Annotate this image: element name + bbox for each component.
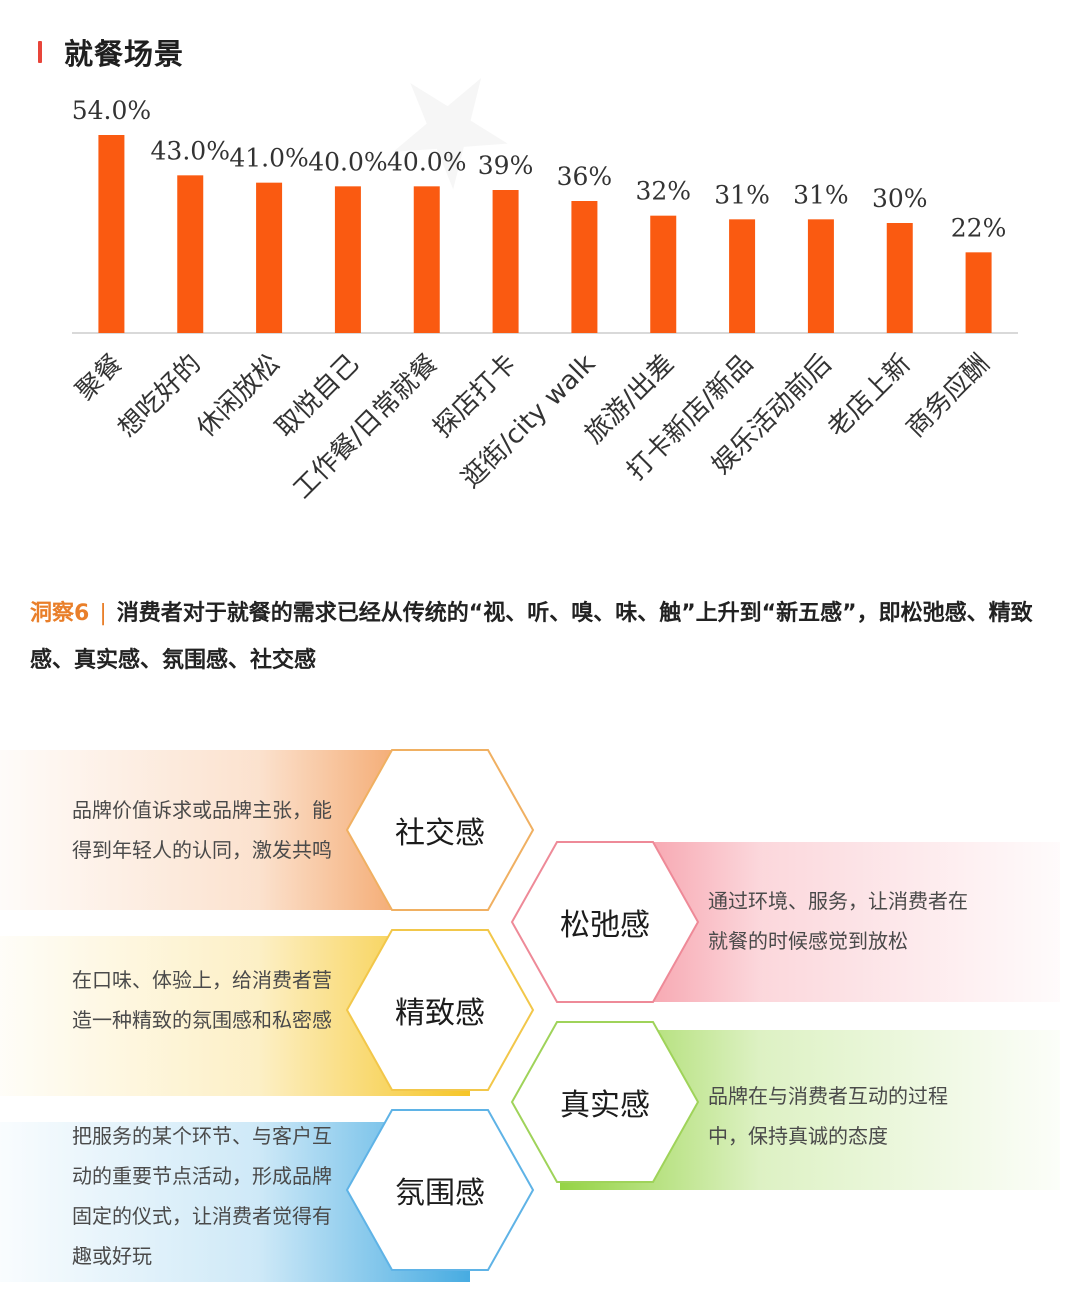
- data-label: 30%: [872, 184, 928, 213]
- bar: [492, 190, 519, 333]
- bar: [177, 175, 204, 333]
- bar: [256, 182, 283, 333]
- desc-relax: 通过环境、服务，让消费者在就餐的时候感觉到放松: [708, 889, 968, 953]
- x-tick-label: 休闲放松: [191, 349, 286, 444]
- bar: [413, 186, 440, 333]
- data-label: 39%: [478, 151, 534, 180]
- hex-label-refined: 精致感: [395, 996, 485, 1031]
- x-tick-label: 商务应酬: [901, 349, 996, 444]
- section-marker: [38, 41, 42, 63]
- bar: [571, 201, 598, 333]
- insight-block: 洞察6 | 消费者对于就餐的需求已经从传统的“视、听、嗅、味、触”上升到“新五感”，…: [30, 590, 1060, 684]
- hex-label-atmosphere: 氛围感: [395, 1176, 485, 1211]
- insight-label: 洞察6: [30, 601, 90, 626]
- hex-label-social: 社交感: [395, 816, 485, 851]
- bar: [886, 223, 913, 333]
- bar: [650, 215, 677, 333]
- five-senses-diagram: 品牌价值诉求或品牌主张，能得到年轻人的认同，激发共鸣 在口味、体验上，给消费者营…: [0, 740, 1080, 1300]
- hex-atmosphere: 氛围感: [345, 1108, 535, 1272]
- x-tick-label: 逛街/city walk: [456, 349, 601, 494]
- bar: [965, 252, 992, 333]
- desc-social: 品牌价值诉求或品牌主张，能得到年轻人的认同，激发共鸣: [72, 798, 332, 862]
- x-tick-label: 聚餐: [70, 349, 128, 407]
- data-label: 40.0%: [387, 147, 466, 176]
- desc-atmosphere: 把服务的某个环节、与客户互动的重要节点活动，形成品牌固定的仪式，让消费者觉得有趣…: [72, 1124, 332, 1268]
- data-label: 22%: [951, 213, 1007, 242]
- data-label: 41.0%: [229, 144, 308, 173]
- hex-social: 社交感: [345, 748, 535, 912]
- insight-separator: |: [99, 601, 107, 626]
- data-label: 31%: [714, 180, 770, 209]
- data-label: 54.0%: [72, 96, 151, 125]
- desc-real: 品牌在与消费者互动的过程中，保持真诚的态度: [708, 1084, 948, 1148]
- data-label: 31%: [793, 180, 849, 209]
- data-label: 40.0%: [308, 147, 387, 176]
- bar: [807, 219, 834, 333]
- x-tick-label: 工作餐/日常就餐: [288, 349, 444, 505]
- data-label: 32%: [635, 177, 691, 206]
- data-label: 36%: [557, 162, 613, 191]
- bar: [729, 219, 756, 333]
- bar: [98, 135, 125, 333]
- bar: [334, 186, 361, 333]
- hex-relax: 松弛感: [510, 840, 700, 1004]
- hex-refined: 精致感: [345, 928, 535, 1092]
- bar-chart: 54.0%聚餐43.0%想吃好的41.0%休闲放松40.0%取悦自己40.0%工…: [70, 96, 1018, 505]
- data-label: 43.0%: [151, 136, 230, 165]
- hex-label-real: 真实感: [560, 1088, 650, 1123]
- insight-text: 消费者对于就餐的需求已经从传统的“视、听、嗅、味、触”上升到“新五感”，即松弛感…: [30, 601, 1033, 673]
- x-tick-label: 老店上新: [822, 349, 917, 444]
- section-title: 就餐场景: [64, 37, 185, 71]
- section-header: 就餐场景: [38, 32, 184, 72]
- hex-label-relax: 松弛感: [560, 908, 650, 943]
- desc-refined: 在口味、体验上，给消费者营造一种精致的氛围感和私密感: [72, 968, 332, 1032]
- x-tick-label: 想吃好的: [112, 349, 207, 444]
- hex-real: 真实感: [510, 1020, 700, 1184]
